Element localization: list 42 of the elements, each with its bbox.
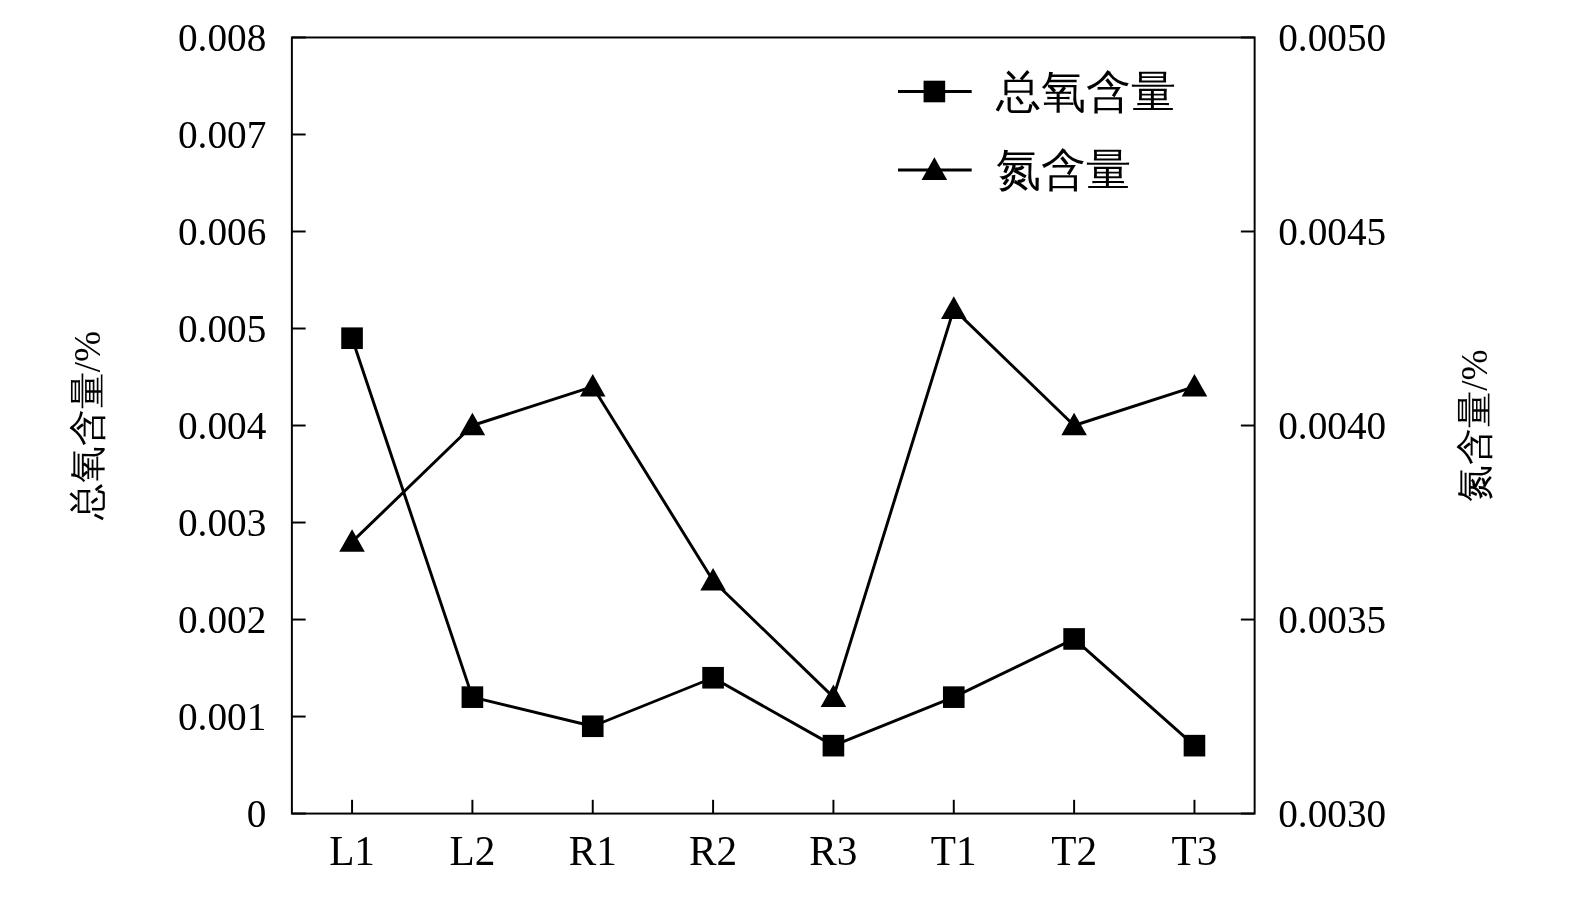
y2-axis-title: 氮含量/%: [1454, 349, 1496, 502]
point: [820, 684, 847, 707]
y2-tick-label: 0.0050: [1278, 15, 1387, 59]
point: [339, 529, 365, 552]
x-tick-label: R1: [568, 827, 617, 874]
point: [822, 734, 845, 757]
point: [702, 666, 724, 689]
x-tick-label: R2: [689, 827, 738, 874]
x-tick-label: L1: [329, 827, 375, 874]
point: [581, 715, 604, 738]
point: [942, 686, 965, 708]
y-tick-label: 0.001: [177, 695, 267, 739]
y-tick-label: 0.008: [177, 15, 267, 59]
x-tick-label: T2: [1051, 827, 1098, 874]
x-tick-label: L2: [449, 827, 496, 874]
y-axis-title: 总氧含量/%: [67, 330, 109, 522]
y-tick-label: 0.004: [177, 404, 267, 448]
y2-tick-label: 0.0040: [1278, 404, 1387, 448]
y-tick-label: 0.006: [177, 210, 267, 253]
point: [1183, 734, 1206, 757]
x-tick-label: T1: [930, 827, 977, 874]
point: [1061, 412, 1087, 436]
point: [700, 567, 726, 591]
y-tick-label: 0: [246, 792, 267, 836]
x-tick-label: R3: [809, 827, 858, 874]
point: [461, 686, 484, 708]
point: [459, 412, 486, 436]
y-tick-label: 0.005: [177, 307, 267, 351]
point: [579, 373, 606, 397]
point: [1181, 373, 1208, 397]
legend-label: 总氧含量: [995, 66, 1177, 117]
y2-tick-label: 0.0030: [1278, 792, 1387, 836]
y2-tick-label: 0.0045: [1278, 210, 1387, 253]
point: [941, 296, 967, 319]
x-tick-label: T3: [1171, 827, 1218, 874]
y-tick-label: 0.007: [177, 112, 267, 156]
y-tick-label: 0.003: [177, 501, 267, 545]
point: [1063, 628, 1085, 650]
legend-label: 氮含量: [996, 145, 1132, 196]
point: [341, 327, 363, 350]
y-tick-label: 0.002: [177, 598, 267, 642]
y2-tick-label: 0.0035: [1278, 598, 1387, 642]
